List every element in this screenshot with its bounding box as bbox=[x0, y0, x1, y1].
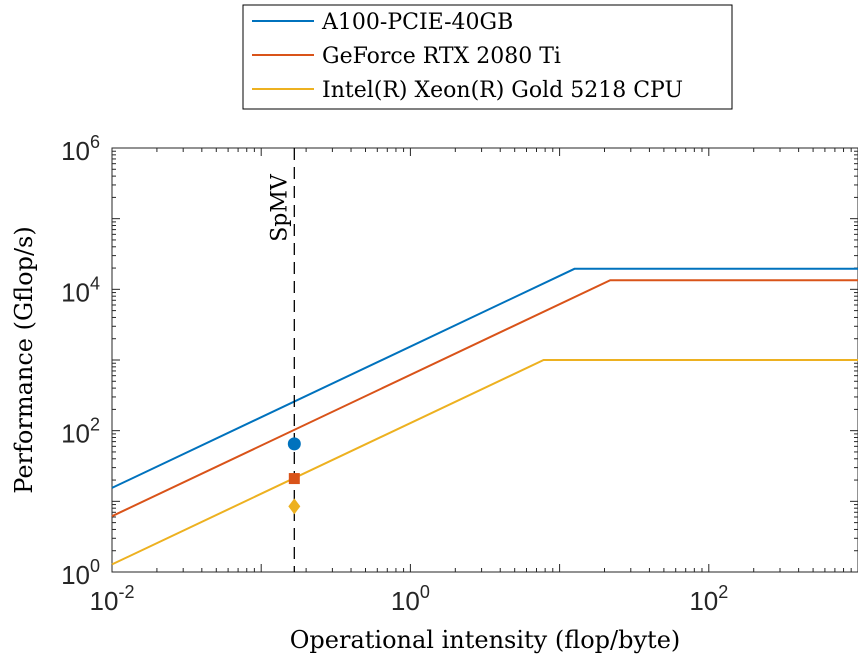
y-tick-label: 100 bbox=[61, 556, 100, 590]
point-diamond bbox=[288, 498, 301, 515]
legend-label-2: Intel(R) Xeon(R) Gold 5218 CPU bbox=[322, 78, 683, 103]
x-axis-label: Operational intensity (flop/byte) bbox=[290, 626, 681, 654]
point-square bbox=[288, 473, 300, 485]
legend: A100-PCIE-40GB GeForce RTX 2080 Ti Intel(R… bbox=[242, 4, 733, 110]
x-tick-label: 10-2 bbox=[90, 582, 135, 616]
series-lines bbox=[111, 267, 858, 566]
legend-label-0: A100-PCIE-40GB bbox=[321, 10, 513, 35]
x-tick-label: 102 bbox=[689, 582, 728, 616]
legend-label-1: GeForce RTX 2080 Ti bbox=[322, 44, 561, 69]
major-ticks bbox=[111, 147, 858, 573]
y-tick-label: 104 bbox=[61, 273, 100, 307]
y-tick-label: 106 bbox=[61, 132, 100, 166]
spmv-label: SpMV bbox=[267, 173, 292, 242]
data-points bbox=[287, 437, 301, 515]
series-line-0 bbox=[111, 267, 858, 489]
minor-ticks bbox=[112, 148, 858, 572]
y-tick-label: 102 bbox=[61, 415, 100, 449]
point-circle bbox=[287, 437, 301, 451]
series-line-2 bbox=[111, 359, 858, 566]
x-tick-label: 100 bbox=[391, 582, 430, 616]
legend-box bbox=[242, 4, 733, 110]
series-line-1 bbox=[111, 279, 858, 518]
plot-area: SpMV bbox=[111, 147, 858, 573]
y-axis-label: Performance (Gflop/s) bbox=[10, 226, 38, 493]
